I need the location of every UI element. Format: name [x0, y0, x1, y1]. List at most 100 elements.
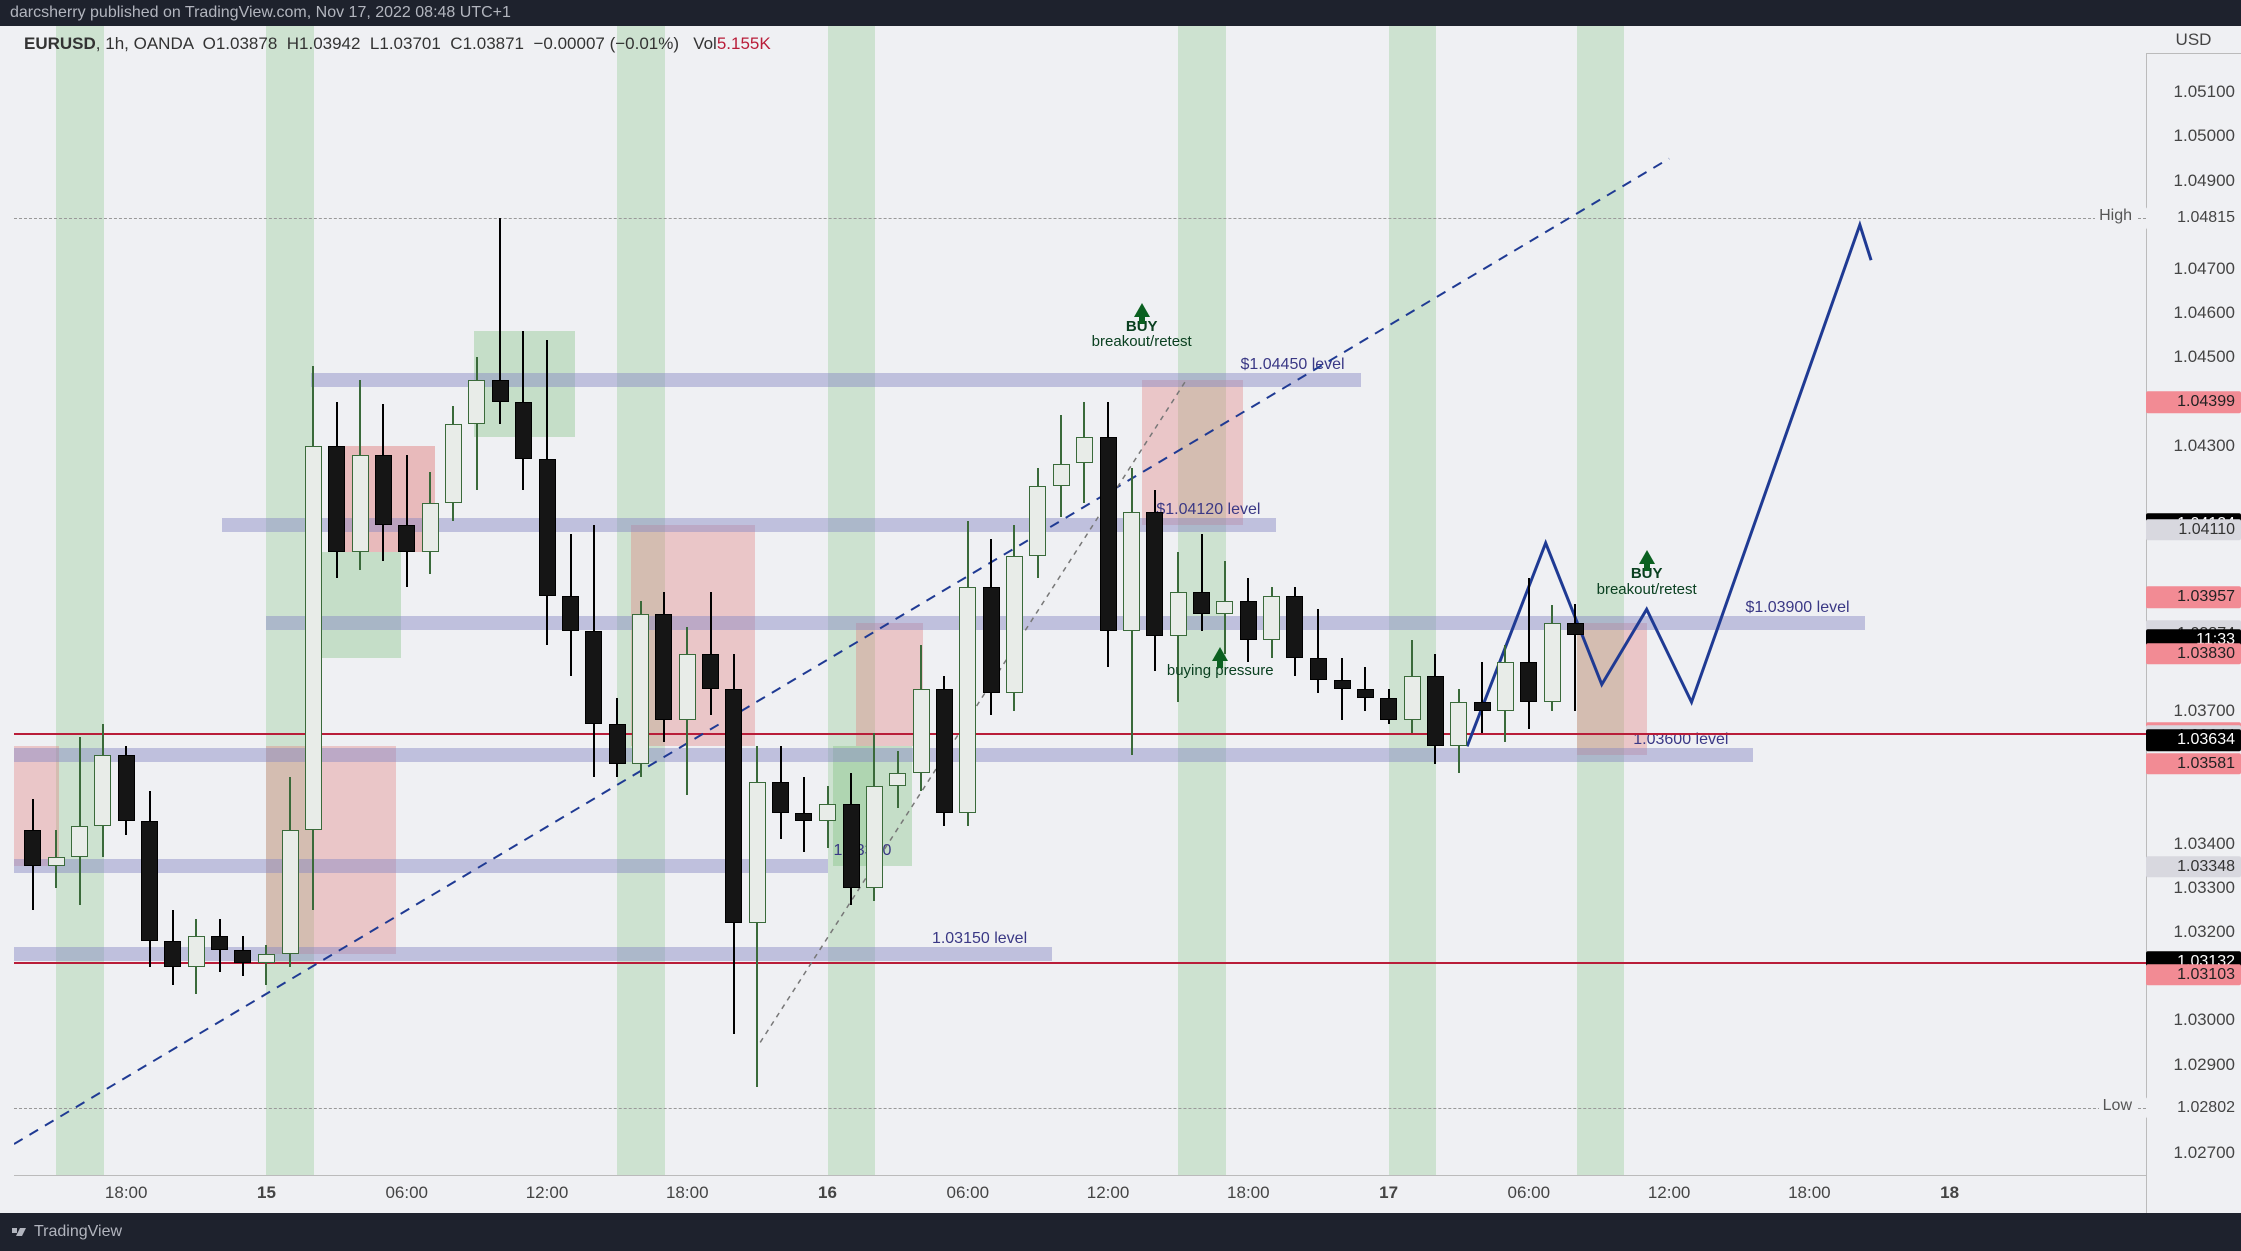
alert-line[interactable]	[14, 962, 2146, 964]
candle-wick	[1317, 609, 1319, 693]
candle[interactable]	[843, 804, 860, 888]
candle[interactable]	[1380, 698, 1397, 720]
open: 1.03878	[216, 34, 277, 53]
candle[interactable]	[632, 614, 649, 764]
candle[interactable]	[1240, 601, 1257, 641]
candle[interactable]	[1404, 676, 1421, 720]
candle[interactable]	[1567, 623, 1584, 636]
candle[interactable]	[352, 455, 369, 552]
candle[interactable]	[422, 503, 439, 552]
price-level[interactable]	[266, 616, 1865, 630]
y-tick: 1.03000	[2174, 1010, 2235, 1030]
candle[interactable]	[445, 424, 462, 504]
candle[interactable]	[118, 755, 135, 821]
candle[interactable]	[1076, 437, 1093, 464]
candle[interactable]	[1357, 689, 1374, 698]
chart-area[interactable]: EURUSD, 1h, OANDA O1.03878 H1.03942 L1.0…	[0, 26, 2241, 1213]
candle[interactable]	[983, 587, 1000, 693]
candle-wick	[406, 455, 408, 588]
candle[interactable]	[819, 804, 836, 822]
legend: EURUSD, 1h, OANDA O1.03878 H1.03942 L1.0…	[24, 34, 771, 54]
price-level[interactable]	[14, 859, 828, 873]
candle[interactable]	[305, 446, 322, 830]
candle[interactable]	[1427, 676, 1444, 747]
main-pane[interactable]: EURUSD, 1h, OANDA O1.03878 H1.03942 L1.0…	[14, 26, 2146, 1213]
candle[interactable]	[913, 689, 930, 773]
candle[interactable]	[24, 830, 41, 865]
candle[interactable]	[48, 857, 65, 866]
candle[interactable]	[1497, 662, 1514, 711]
candle[interactable]	[562, 596, 579, 631]
candle[interactable]	[539, 459, 556, 596]
annotation: BUYbreakout/retest	[1087, 303, 1197, 351]
candle[interactable]	[1450, 702, 1467, 746]
candle[interactable]	[234, 950, 251, 963]
candle[interactable]	[1334, 680, 1351, 689]
y-tick: 1.04500	[2174, 347, 2235, 367]
candle[interactable]	[749, 782, 766, 923]
candle[interactable]	[679, 654, 696, 720]
y-tick: 1.05100	[2174, 82, 2235, 102]
candle[interactable]	[1216, 601, 1233, 614]
candle[interactable]	[959, 587, 976, 812]
candle[interactable]	[188, 936, 205, 967]
header-text: darcsherry published on TradingView.com,…	[10, 4, 511, 22]
x-tick: 18:00	[1227, 1183, 1270, 1203]
candle[interactable]	[655, 614, 672, 720]
candle[interactable]	[328, 446, 345, 552]
candle[interactable]	[1146, 512, 1163, 636]
candle[interactable]	[702, 654, 719, 689]
x-axis[interactable]: 18:001506:0012:0018:001606:0012:0018:001…	[14, 1175, 2146, 1213]
candle[interactable]	[1053, 464, 1070, 486]
y-tick: 1.04300	[2174, 436, 2235, 456]
candle[interactable]	[375, 455, 392, 526]
candle[interactable]	[492, 380, 509, 402]
price-level[interactable]	[14, 748, 1753, 762]
x-tick: 12:00	[1087, 1183, 1130, 1203]
level-label: 1.03150 level	[932, 930, 1027, 948]
candle[interactable]	[258, 954, 275, 963]
price-label: 1.02802	[2146, 1097, 2241, 1119]
y-tick: 1.04600	[2174, 303, 2235, 323]
candle[interactable]	[772, 782, 789, 813]
candle[interactable]	[936, 689, 953, 813]
candle[interactable]	[515, 402, 532, 459]
candle[interactable]	[866, 786, 883, 888]
candle[interactable]	[1286, 596, 1303, 658]
candle[interactable]	[725, 689, 742, 923]
candle[interactable]	[141, 821, 158, 940]
y-tick: 1.02700	[2174, 1143, 2235, 1163]
candle[interactable]	[164, 941, 181, 968]
high-label: High	[2095, 207, 2136, 225]
price-label: 1.04399	[2146, 391, 2241, 413]
candle[interactable]	[889, 773, 906, 786]
candle[interactable]	[1170, 592, 1187, 636]
candle[interactable]	[795, 813, 812, 822]
candle[interactable]	[1100, 437, 1117, 631]
candle-wick	[265, 945, 267, 985]
candle[interactable]	[282, 830, 299, 954]
vol-label: Vol	[693, 34, 717, 53]
candle[interactable]	[1029, 486, 1046, 557]
x-tick: 18	[1940, 1183, 1959, 1203]
candle[interactable]	[71, 826, 88, 857]
candle[interactable]	[1520, 662, 1537, 702]
candle[interactable]	[585, 631, 602, 724]
candle-wick	[1481, 662, 1483, 733]
candle[interactable]	[1006, 556, 1023, 693]
candle[interactable]	[1544, 623, 1561, 703]
candle[interactable]	[609, 724, 626, 764]
candle[interactable]	[94, 755, 111, 826]
alert-line[interactable]	[14, 733, 2146, 735]
y-axis[interactable]: USD 1.051001.050001.049001.047001.046001…	[2146, 26, 2241, 1213]
candle[interactable]	[1263, 596, 1280, 640]
symbol: EURUSD	[24, 34, 96, 53]
candle[interactable]	[468, 380, 485, 424]
candle[interactable]	[211, 936, 228, 949]
candle[interactable]	[1474, 702, 1491, 711]
candle[interactable]	[1193, 592, 1210, 614]
candle[interactable]	[1123, 512, 1140, 631]
timeframe: 1h	[105, 34, 124, 53]
candle[interactable]	[398, 525, 415, 552]
candle[interactable]	[1310, 658, 1327, 680]
